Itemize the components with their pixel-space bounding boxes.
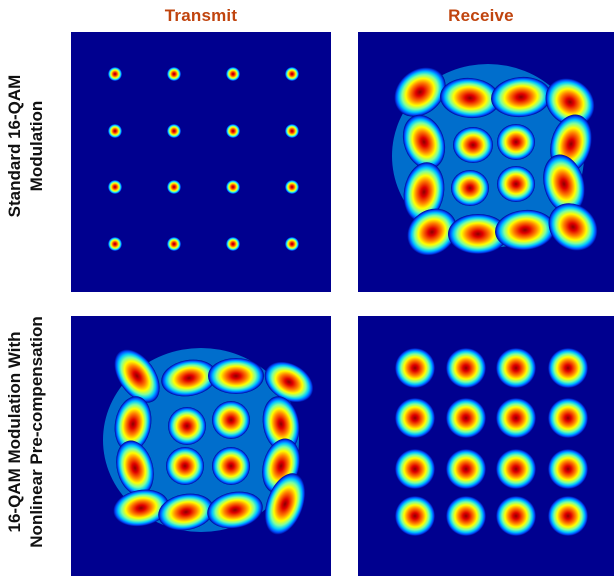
symbol-point-r2-c3 bbox=[496, 398, 536, 438]
symbol-point-r4-c2 bbox=[167, 237, 181, 251]
symbol-point-1 bbox=[114, 349, 160, 403]
precomp-row-title: 16-QAM Modulation With Nonlinear Pre-com… bbox=[4, 302, 48, 562]
symbol-point-r3-c4 bbox=[548, 449, 588, 489]
symbol-point-r2-c4 bbox=[285, 124, 299, 138]
standard-receive-constellation bbox=[392, 64, 598, 256]
symbol-point-12 bbox=[543, 154, 585, 214]
symbol-point-6 bbox=[453, 127, 493, 163]
symbol-point-r3-c4 bbox=[285, 180, 299, 194]
precomp-transmit-constellation bbox=[103, 348, 314, 535]
symbol-point-r2-c3 bbox=[226, 124, 240, 138]
symbol-point-r1-c2 bbox=[446, 348, 486, 388]
symbol-point-6 bbox=[168, 407, 206, 445]
symbol-point-11 bbox=[212, 447, 250, 485]
precomp-receive-constellation bbox=[395, 348, 588, 536]
symbol-point-r4-c1 bbox=[108, 237, 122, 251]
symbol-point-5 bbox=[114, 396, 152, 452]
symbol-point-r1-c1 bbox=[395, 348, 435, 388]
symbol-point-r1-c1 bbox=[108, 67, 122, 81]
symbol-point-9 bbox=[403, 162, 445, 222]
precomp-row-title-line1: 16-QAM Modulation With bbox=[5, 331, 24, 533]
symbol-point-7 bbox=[212, 401, 250, 439]
symbol-point-4 bbox=[545, 78, 595, 126]
symbol-point-4 bbox=[264, 361, 314, 403]
symbol-point-r3-c1 bbox=[108, 180, 122, 194]
symbol-point-r3-c2 bbox=[446, 449, 486, 489]
symbol-point-r1-c4 bbox=[548, 348, 588, 388]
symbol-point-1 bbox=[394, 67, 446, 117]
symbol-point-2 bbox=[161, 359, 217, 397]
symbol-point-r1-c3 bbox=[226, 67, 240, 81]
symbol-point-15 bbox=[207, 491, 263, 529]
standard-transmit-panel bbox=[71, 32, 331, 292]
symbol-point-r3-c1 bbox=[395, 449, 435, 489]
symbol-point-16 bbox=[264, 473, 306, 535]
symbol-point-r3-c3 bbox=[226, 180, 240, 194]
symbol-point-r4-c3 bbox=[226, 237, 240, 251]
symbol-point-r2-c4 bbox=[548, 398, 588, 438]
symbol-point-r1-c3 bbox=[496, 348, 536, 388]
transmit-column-title: Transmit bbox=[164, 6, 238, 25]
standard-row-title: Standard 16-QAM Modulation bbox=[4, 16, 48, 276]
symbol-point-11 bbox=[497, 166, 535, 202]
symbol-point-5 bbox=[402, 114, 446, 170]
symbol-point-2 bbox=[440, 77, 500, 119]
symbol-point-7 bbox=[497, 124, 535, 160]
symbol-point-r3-c2 bbox=[167, 180, 181, 194]
precomp-row-title-line2: Nonlinear Pre-compensation bbox=[27, 316, 46, 548]
symbol-point-r2-c2 bbox=[167, 124, 181, 138]
standard-receive-panel bbox=[358, 32, 614, 292]
symbol-point-r2-c1 bbox=[108, 124, 122, 138]
symbol-point-15 bbox=[495, 209, 555, 251]
symbol-point-13 bbox=[407, 208, 457, 256]
precomp-transmit-panel bbox=[71, 316, 331, 576]
symbol-point-r4-c4 bbox=[548, 496, 588, 536]
symbol-point-13 bbox=[113, 489, 169, 527]
symbol-point-r2-c2 bbox=[446, 398, 486, 438]
symbol-point-r4-c3 bbox=[496, 496, 536, 536]
symbol-point-16 bbox=[548, 203, 598, 251]
symbol-point-10 bbox=[166, 447, 204, 485]
symbol-point-r3-c3 bbox=[496, 449, 536, 489]
receive-column-title: Receive bbox=[448, 6, 514, 25]
precomp-receive-panel bbox=[358, 316, 614, 576]
symbol-point-r4-c4 bbox=[285, 237, 299, 251]
standard-transmit-constellation bbox=[108, 67, 299, 251]
symbol-point-r1-c2 bbox=[167, 67, 181, 81]
symbol-point-3 bbox=[491, 76, 551, 118]
symbol-point-10 bbox=[451, 170, 489, 206]
symbol-point-r4-c1 bbox=[395, 496, 435, 536]
standard-row-title-line1: Standard 16-QAM bbox=[5, 74, 24, 218]
symbol-point-9 bbox=[116, 440, 154, 496]
symbol-point-14 bbox=[448, 214, 508, 254]
symbol-point-8 bbox=[262, 396, 300, 452]
symbol-point-3 bbox=[208, 358, 264, 394]
standard-row-title-line2: Modulation bbox=[27, 100, 46, 192]
symbol-point-r1-c4 bbox=[285, 67, 299, 81]
symbol-point-r2-c1 bbox=[395, 398, 435, 438]
symbol-point-14 bbox=[158, 493, 214, 531]
symbol-point-r4-c2 bbox=[446, 496, 486, 536]
